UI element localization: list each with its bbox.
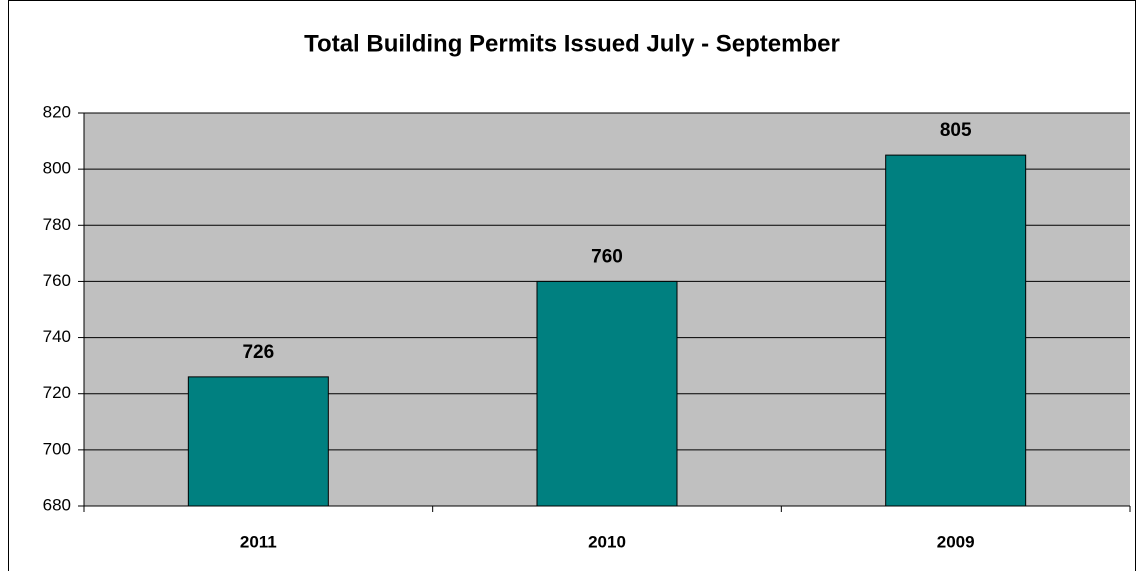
bar (885, 154, 1027, 507)
y-tick-label: 780 (43, 215, 71, 234)
bar (187, 376, 329, 507)
y-tick-label: 820 (43, 102, 71, 121)
bar (536, 280, 678, 507)
y-tick-label: 700 (43, 439, 71, 458)
data-label: 805 (940, 120, 972, 141)
y-tick-label: 740 (43, 327, 71, 346)
y-tick-label: 760 (43, 271, 71, 290)
y-tick-label: 800 (43, 159, 71, 178)
data-label: 760 (591, 246, 623, 267)
y-tick-label: 680 (43, 495, 71, 514)
chart-title: Total Building Permits Issued July - Sep… (304, 30, 840, 57)
y-tick-label: 720 (43, 383, 71, 402)
data-label: 726 (242, 342, 274, 363)
x-tick-label: 2009 (937, 532, 975, 551)
x-tick-label: 2010 (588, 532, 626, 551)
x-tick-label: 2011 (240, 532, 277, 551)
